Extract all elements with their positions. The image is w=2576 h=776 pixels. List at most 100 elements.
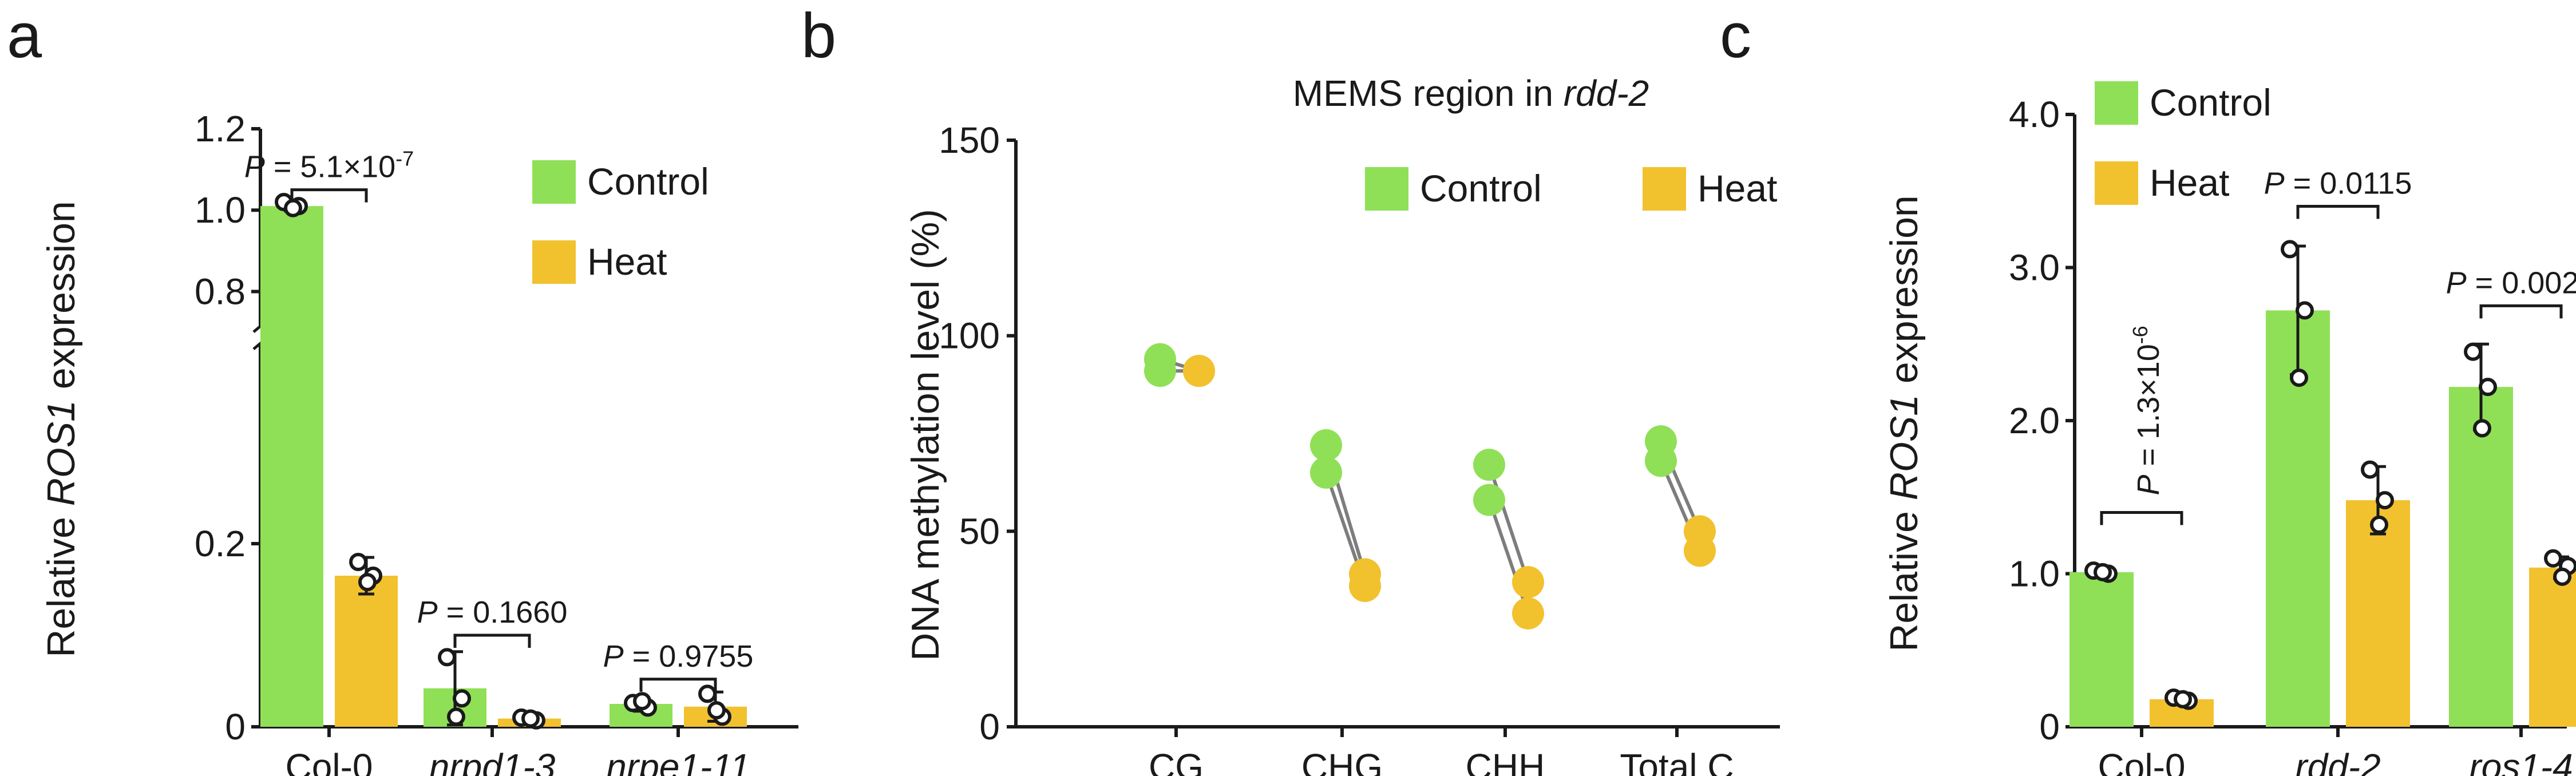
data-point <box>2376 491 2394 510</box>
p-value-label: P = 0.9755 <box>603 639 754 674</box>
legend-label-control: Control <box>1420 167 1542 209</box>
dot-heat <box>1512 597 1544 629</box>
x-category-label: CHH <box>1466 746 1545 776</box>
pair-connector <box>1487 464 1530 583</box>
y-tick-label: 50 <box>959 510 1000 552</box>
y-tick-label: 0.2 <box>195 523 246 564</box>
legend-label-heat: Heat <box>2150 161 2229 204</box>
dot-control <box>1310 429 1342 461</box>
bar-heat <box>2346 500 2410 727</box>
legend-label-control: Control <box>2150 81 2272 124</box>
y-tick-label: 4.0 <box>2009 94 2060 135</box>
panel-letter-b: b <box>801 1 836 71</box>
x-category-label: CG <box>1149 746 1204 776</box>
data-point <box>2094 563 2112 581</box>
data-point <box>358 573 377 592</box>
bar-control <box>260 206 323 727</box>
legend-swatch-control <box>532 160 576 204</box>
bar-heat <box>2529 567 2576 727</box>
dot-heat <box>1512 566 1544 599</box>
x-category-label: nrpd1-3 <box>429 746 556 776</box>
data-point <box>698 684 717 703</box>
panel-b-chart: MEMS region in rdd-2 0 50 100 150 DNA methyl… <box>904 73 1780 776</box>
y-tick-label: 1.2 <box>195 108 246 149</box>
panel-b-title: MEMS region in rdd-2 <box>1293 73 1649 114</box>
p-value-label: P = 5.1×10-7 <box>244 147 414 184</box>
y-tick-label: 1.0 <box>2009 553 2060 595</box>
data-point <box>2479 378 2497 397</box>
bar-heat <box>335 576 398 727</box>
panel-a-chart: 0 0.2 0.8 1.0 1.2 Relative ROS1 expression Col… <box>39 108 798 776</box>
y-tick-label: 0.8 <box>195 271 246 312</box>
bar-control <box>2069 572 2134 727</box>
p-value-label: P = 0.0023 <box>2446 266 2576 300</box>
data-point <box>2290 369 2308 387</box>
y-axis-label: DNA methylation level (%) <box>904 209 947 661</box>
y-axis-label: Relative ROS1 expression <box>39 201 83 658</box>
data-point <box>2361 460 2379 479</box>
legend-swatch-heat <box>2095 161 2138 205</box>
dot-control <box>1310 456 1342 489</box>
x-category-label: ros1-4 <box>2469 746 2573 776</box>
dot-heat <box>1349 570 1381 602</box>
panel-letter-c: c <box>1720 1 1751 71</box>
y-tick-label: 0 <box>225 706 246 747</box>
data-point <box>2464 342 2482 361</box>
legend-swatch-heat <box>532 240 576 284</box>
dot-control <box>1473 449 1505 481</box>
p-value-label: P = 0.0115 <box>2264 167 2412 201</box>
data-point <box>2174 690 2192 708</box>
legend-label-heat: Heat <box>587 240 667 283</box>
significance-bracket <box>290 188 368 203</box>
dot-heat <box>1684 535 1716 567</box>
y-tick-label: 0 <box>2039 706 2060 747</box>
significance-bracket <box>2100 511 2183 525</box>
y-tick-label: 0 <box>979 706 1000 747</box>
dot-control <box>1473 484 1505 516</box>
y-tick-label: 3.0 <box>2009 247 2060 288</box>
data-point <box>349 553 367 571</box>
data-point <box>2296 301 2314 320</box>
significance-bracket <box>2296 205 2380 219</box>
data-point <box>633 692 651 711</box>
data-point <box>2553 567 2571 586</box>
x-category-label: rdd-2 <box>2295 746 2380 776</box>
y-axis-label: Relative ROS1 expression <box>1882 195 1926 652</box>
data-point <box>521 709 540 728</box>
significance-bracket <box>2479 304 2563 319</box>
y-tick-label: 1.0 <box>195 189 246 231</box>
significance-bracket <box>453 634 531 648</box>
data-point <box>2473 419 2491 438</box>
dot-heat <box>1183 355 1215 387</box>
x-category-label: nrpe1-11 <box>606 746 750 776</box>
x-category-label: CHG <box>1301 746 1383 776</box>
data-point <box>2544 549 2562 568</box>
data-point <box>2370 515 2388 534</box>
x-category-label: Total C <box>1620 746 1734 776</box>
panel-letter-a: a <box>7 1 42 71</box>
legend-label-heat: Heat <box>1697 167 1777 209</box>
data-point <box>453 689 471 708</box>
data-point <box>447 707 465 726</box>
x-category-label: Col-0 <box>2098 746 2186 776</box>
panel-c-chart: 0 1.0 2.0 3.0 4.0 Relative ROS1 expression Col… <box>1882 81 2576 776</box>
significance-bracket <box>639 678 717 692</box>
data-point <box>438 648 456 667</box>
y-tick-label: 100 <box>939 315 1000 357</box>
x-category-label: Col-0 <box>286 746 373 776</box>
dot-control <box>1645 445 1677 477</box>
p-value-label: P = 1.3×10-6 <box>2128 326 2166 495</box>
y-tick-label: 150 <box>939 120 1000 161</box>
dot-control <box>1144 355 1176 387</box>
data-point <box>284 199 302 217</box>
legend-swatch-heat <box>1643 167 1686 211</box>
y-tick-label: 2.0 <box>2009 400 2060 441</box>
legend-swatch-control <box>1365 167 1408 211</box>
p-value-label: P = 0.1660 <box>417 595 568 629</box>
bar-control <box>2449 387 2513 727</box>
legend-label-control: Control <box>587 160 709 203</box>
data-point <box>707 701 726 720</box>
legend-swatch-control <box>2095 81 2138 125</box>
data-point <box>2281 240 2299 259</box>
